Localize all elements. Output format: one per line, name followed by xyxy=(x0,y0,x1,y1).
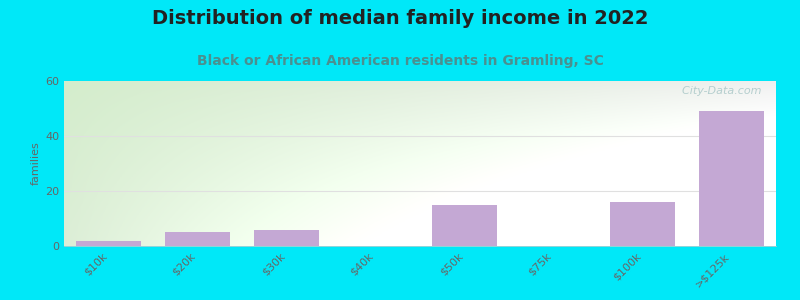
Bar xyxy=(433,205,497,246)
Bar xyxy=(699,111,763,246)
Text: Black or African American residents in Gramling, SC: Black or African American residents in G… xyxy=(197,54,603,68)
Text: City-Data.com: City-Data.com xyxy=(675,86,762,96)
Text: Distribution of median family income in 2022: Distribution of median family income in … xyxy=(152,9,648,28)
Bar xyxy=(77,241,141,246)
Bar xyxy=(254,230,318,246)
Bar xyxy=(610,202,674,246)
Y-axis label: families: families xyxy=(31,142,41,185)
Bar xyxy=(166,232,230,246)
